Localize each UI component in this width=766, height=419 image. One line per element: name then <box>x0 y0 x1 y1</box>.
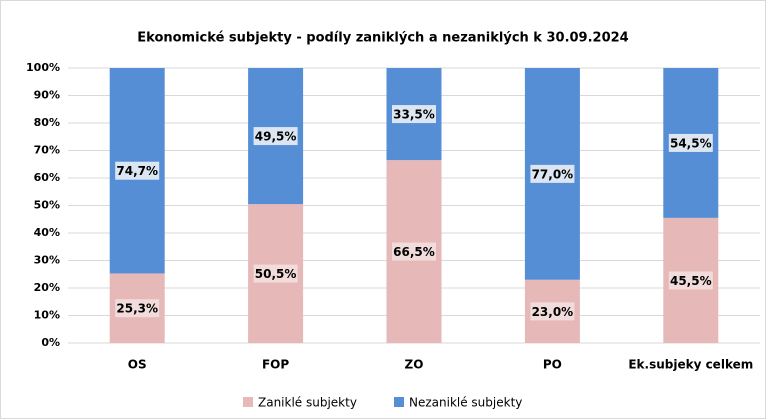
y-tick-label: 70% <box>34 144 60 157</box>
data-label-bg <box>392 105 436 124</box>
y-tick-label: 10% <box>34 309 60 322</box>
legend-swatch <box>243 397 253 407</box>
y-tick-label: 50% <box>34 199 60 212</box>
x-tick-label: FOP <box>262 358 289 372</box>
data-label: 45,5% <box>670 274 712 288</box>
y-tick-label: 30% <box>34 254 60 267</box>
data-label-bg <box>253 264 298 283</box>
data-label: 77,0% <box>532 167 574 181</box>
data-label: 74,7% <box>116 164 158 178</box>
data-label: 23,0% <box>532 305 574 319</box>
y-tick-label: 0% <box>41 336 60 349</box>
chart-title: Ekonomické subjekty - podíly zaniklých a… <box>137 31 628 46</box>
data-label-bg <box>668 133 713 152</box>
data-label-bg <box>253 127 298 146</box>
x-tick-label: OS <box>128 358 147 372</box>
data-label-bg <box>530 302 575 321</box>
y-tick-label: 90% <box>34 89 60 102</box>
legend-swatch <box>394 397 404 407</box>
data-label-bg <box>115 161 160 180</box>
x-tick-label: PO <box>543 358 562 372</box>
data-label: 50,5% <box>255 267 297 281</box>
data-label: 54,5% <box>670 136 712 150</box>
data-label: 25,3% <box>116 302 158 316</box>
x-tick-label: Ek.subjeky celkem <box>628 358 753 372</box>
y-tick-label: 100% <box>26 61 60 74</box>
y-tick-label: 40% <box>34 226 60 239</box>
y-tick-label: 60% <box>34 171 60 184</box>
data-label: 49,5% <box>255 130 297 144</box>
legend-label: Nezaniklé subjekty <box>409 396 522 410</box>
legend-label: Zaniklé subjekty <box>258 396 357 410</box>
data-label-bg <box>392 242 436 261</box>
data-label-bg <box>115 299 160 318</box>
y-tick-label: 80% <box>34 116 60 129</box>
data-label: 66,5% <box>393 245 435 259</box>
data-label: 33,5% <box>393 108 435 122</box>
data-label-bg <box>668 271 713 290</box>
x-tick-label: ZO <box>405 358 424 372</box>
y-tick-label: 20% <box>34 281 60 294</box>
data-label-bg <box>530 164 575 183</box>
